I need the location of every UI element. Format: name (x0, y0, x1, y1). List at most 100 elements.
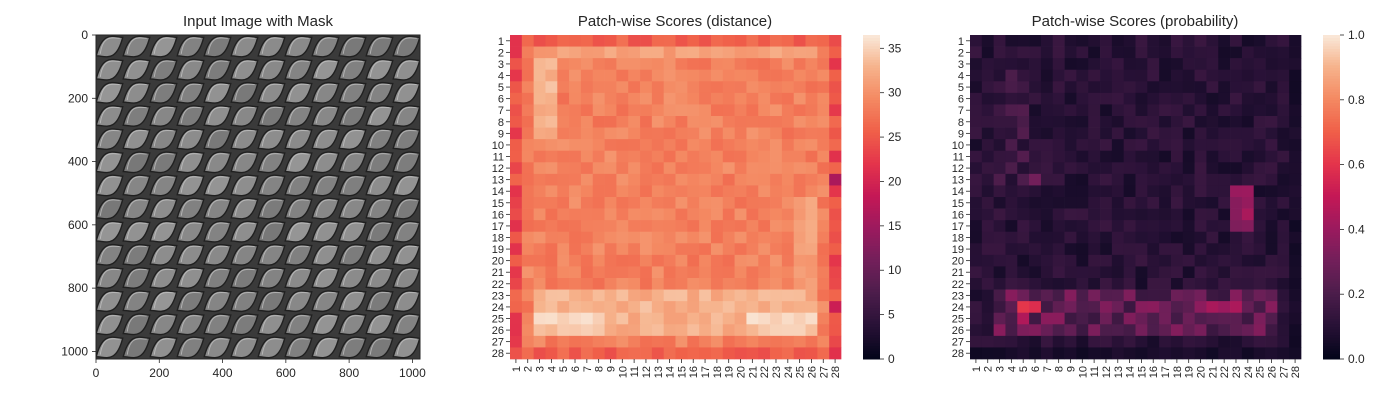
heatmap-cell (1194, 289, 1207, 302)
heatmap-cell (1277, 139, 1290, 152)
mesh-highlight (99, 245, 120, 263)
heatmap-cell (1241, 81, 1255, 94)
heatmap-cell (628, 278, 641, 290)
colorbar-tick-label: 30 (888, 86, 902, 100)
heatmap-cell (687, 173, 700, 186)
heatmap-cell (1052, 312, 1065, 325)
heatmap-cell (734, 347, 747, 360)
heatmap-cell (1182, 289, 1195, 302)
heatmap-cell (1230, 231, 1243, 244)
heatmap-cell (1147, 58, 1160, 71)
heatmap-cell (781, 220, 795, 233)
heatmap-cell (793, 35, 806, 47)
heatmap-cell (1206, 116, 1219, 128)
heatmap-cell (580, 150, 594, 163)
heatmap-cell (1005, 81, 1018, 94)
heatmap-cell (1182, 127, 1195, 140)
heatmap-cell (1159, 69, 1172, 82)
heatmap-cell (1017, 243, 1030, 256)
mesh-highlight (207, 245, 228, 263)
panel-input-image: Input Image with Mask 0 200 400 600 800 10000… (61, 13, 426, 380)
heatmap-cell (533, 312, 546, 325)
heatmap-cell (651, 127, 665, 140)
heatmap-cell (1088, 92, 1101, 105)
mesh-highlight (73, 177, 92, 193)
mesh-highlight (180, 37, 201, 54)
heatmap-cell (663, 301, 676, 314)
xtick-label: 400 (213, 366, 233, 380)
heatmap-cell (746, 92, 759, 105)
colorbar-segment (1323, 313, 1340, 317)
heatmap-cell (817, 266, 830, 279)
heatmap-cell (710, 347, 724, 360)
heatmap-cell (1289, 266, 1302, 279)
heatmap-cell (1170, 104, 1184, 117)
colorbar-segment (863, 188, 880, 193)
mesh-strand (203, 151, 232, 174)
mesh-strand (338, 174, 367, 197)
heatmap-cell (805, 81, 818, 94)
heatmap-cell (746, 289, 759, 302)
mesh-highlight (234, 106, 255, 124)
heatmap-cell (1017, 116, 1030, 128)
heatmap-cell (1241, 197, 1255, 209)
heatmap-cell (746, 46, 759, 59)
colorbar-segment (1323, 178, 1340, 182)
mesh-highlight (288, 106, 309, 124)
colorbar-segment (863, 342, 880, 346)
heatmap-cell (829, 301, 842, 314)
heatmap-cell (1241, 324, 1255, 337)
heatmap-cell (675, 208, 688, 221)
heatmap-cell (510, 289, 523, 302)
colorbar-segment (863, 224, 880, 228)
heatmap-cell (640, 162, 653, 175)
heatmap-cell (1100, 278, 1113, 290)
heatmap-cell (1182, 335, 1195, 348)
ytick-label: 5 (498, 82, 504, 94)
heatmap-cell (699, 127, 712, 140)
heatmap-cell (675, 139, 688, 152)
heatmap-cell (817, 92, 830, 105)
colorbar-segment (1323, 110, 1340, 114)
heatmap-cell (699, 301, 712, 314)
colorbar-segment (1323, 113, 1340, 117)
heatmap-cell (817, 335, 830, 348)
mesh-strand (231, 360, 257, 380)
heatmap-cell (793, 243, 806, 256)
heatmap-cell (1159, 243, 1172, 256)
mesh-highlight (154, 15, 173, 31)
heatmap-cell (604, 92, 617, 105)
heatmap-cell (1170, 81, 1184, 94)
mesh-strand (176, 105, 205, 127)
heatmap-cell (829, 335, 842, 348)
heatmap-cell (569, 35, 582, 47)
heatmap-cell (663, 347, 676, 360)
colorbar-segment (863, 110, 880, 114)
heatmap-cell (734, 208, 747, 221)
heatmap-cell (1159, 127, 1172, 140)
heatmap-cell (1135, 69, 1148, 82)
colorbar-segment (863, 72, 880, 76)
heatmap-cell (970, 347, 983, 360)
colorbar-segment (1323, 132, 1340, 136)
colorbar-segment (1323, 221, 1340, 225)
xtick-label: 20 (1196, 366, 1208, 378)
heatmap-cell (510, 324, 523, 337)
xtick-label: 28 (1290, 366, 1302, 378)
mesh-strand (338, 197, 367, 220)
heatmap-cell (1052, 289, 1065, 302)
heatmap-cell (651, 335, 665, 348)
heatmap-cell (758, 301, 771, 314)
heatmap-cell (722, 116, 735, 128)
heatmap-cell (1135, 289, 1148, 302)
colorbar-segment (863, 64, 880, 68)
heatmap-cell (981, 162, 994, 175)
mesh-highlight (342, 222, 363, 240)
heatmap-cell (1123, 312, 1136, 325)
xtick-label: 27 (1278, 366, 1290, 378)
colorbar-segment (863, 326, 880, 330)
heatmap-cell (829, 243, 842, 256)
heatmap-cell (1100, 150, 1113, 163)
mesh-strand (284, 174, 313, 197)
heatmap-cell (1017, 254, 1030, 267)
